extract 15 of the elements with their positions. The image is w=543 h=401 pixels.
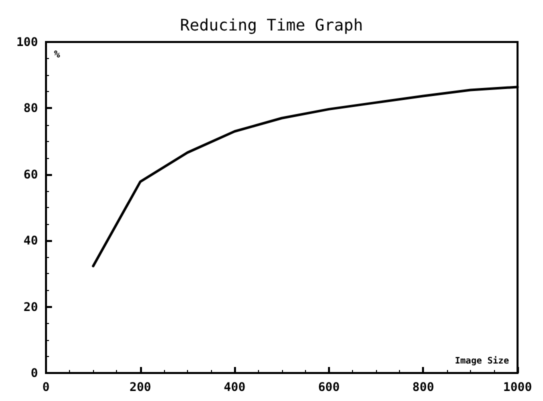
x-tick-label: 1000 [503,380,532,394]
x-tick-label: 0 [42,380,50,394]
x-tick-label: 800 [412,380,434,394]
y-axis-title: % [54,50,60,60]
y-tick-label: 0 [30,366,38,380]
y-tick-label: 20 [24,300,38,314]
x-tick-label: 400 [224,380,246,394]
y-tick-label: 100 [16,35,38,49]
x-tick-label: 600 [318,380,340,394]
x-axis-title: Image Size [454,356,510,366]
y-tick-label: 80 [24,101,38,116]
y-tick-label: 40 [24,234,38,248]
chart-title: Reducing Time Graph [180,16,364,34]
x-tick-label: 200 [129,380,152,394]
y-tick-label: 60 [24,167,38,182]
